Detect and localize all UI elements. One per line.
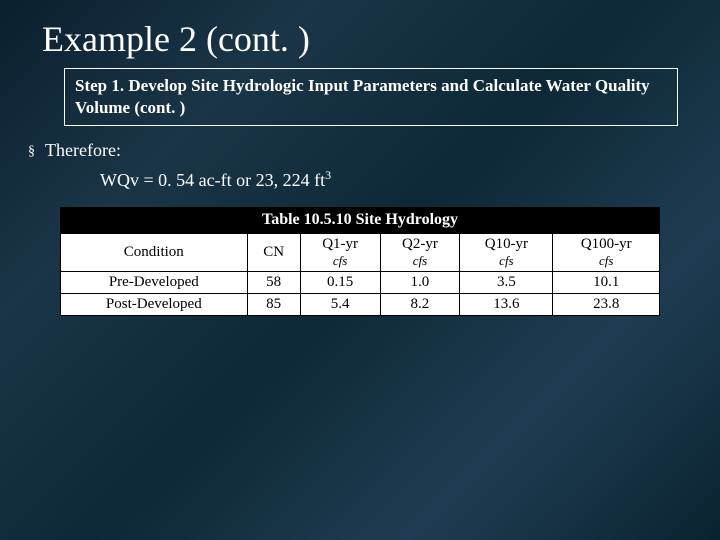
- col-q2: Q2-yr cfs: [380, 234, 460, 272]
- cell: Pre-Developed: [61, 272, 248, 294]
- col-header-sub: cfs: [464, 253, 548, 269]
- cell: 10.1: [553, 272, 660, 294]
- cell: 0.15: [300, 272, 380, 294]
- table-caption: Table 10.5.10 Site Hydrology: [60, 207, 660, 233]
- col-header-sub: cfs: [385, 253, 456, 269]
- table-header-row: Condition CN Q1-yr cfs Q2-yr cfs Q10-yr: [61, 234, 660, 272]
- col-header-sub: cfs: [305, 253, 376, 269]
- col-condition: Condition: [61, 234, 248, 272]
- cell: 8.2: [380, 294, 460, 316]
- col-q100: Q100-yr cfs: [553, 234, 660, 272]
- col-q10: Q10-yr cfs: [460, 234, 553, 272]
- col-cn: CN: [247, 234, 300, 272]
- cell: 13.6: [460, 294, 553, 316]
- col-q1: Q1-yr cfs: [300, 234, 380, 272]
- slide-title: Example 2 (cont. ): [0, 0, 720, 68]
- col-header-main: Q1-yr: [305, 236, 376, 253]
- cell: 58: [247, 272, 300, 294]
- col-header-main: Q100-yr: [557, 236, 655, 253]
- cell: 5.4: [300, 294, 380, 316]
- bullet-row: § Therefore:: [0, 140, 720, 164]
- col-header-main: Q2-yr: [385, 236, 456, 253]
- cell: 1.0: [380, 272, 460, 294]
- col-header-sub: cfs: [557, 253, 655, 269]
- hydrology-table-wrap: Table 10.5.10 Site Hydrology Condition C…: [60, 207, 660, 316]
- step-box: Step 1. Develop Site Hydrologic Input Pa…: [64, 68, 678, 126]
- cell: 3.5: [460, 272, 553, 294]
- col-header-main: CN: [252, 244, 296, 261]
- bullet-marker-icon: §: [28, 140, 35, 164]
- wqv-line: WQv = 0. 54 ac-ft or 23, 224 ft3: [0, 168, 720, 191]
- cell: Post-Developed: [61, 294, 248, 316]
- bullet-text: Therefore:: [45, 140, 121, 164]
- wqv-value: WQv = 0. 54 ac-ft or 23, 224 ft: [100, 170, 325, 190]
- hydrology-table: Condition CN Q1-yr cfs Q2-yr cfs Q10-yr: [60, 233, 660, 316]
- cell: 23.8: [553, 294, 660, 316]
- table-row: Pre-Developed 58 0.15 1.0 3.5 10.1: [61, 272, 660, 294]
- cell: 85: [247, 294, 300, 316]
- col-header-main: Condition: [65, 244, 243, 261]
- wqv-exponent: 3: [325, 168, 331, 182]
- col-header-main: Q10-yr: [464, 236, 548, 253]
- table-row: Post-Developed 85 5.4 8.2 13.6 23.8: [61, 294, 660, 316]
